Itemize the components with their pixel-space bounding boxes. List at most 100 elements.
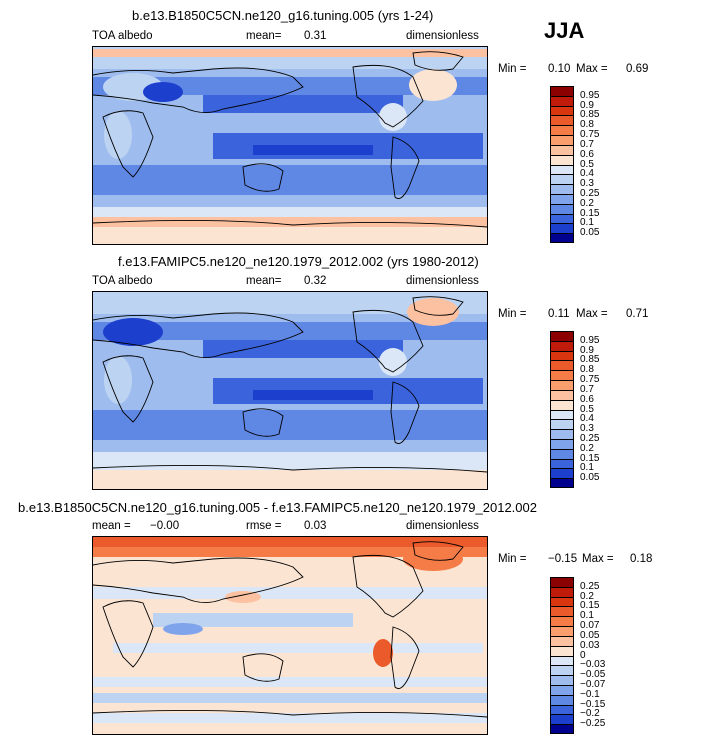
colorbar-label: −0.05 — [580, 669, 606, 681]
colorbar-label: 0.5 — [580, 158, 594, 170]
colorbar-swatches — [550, 331, 574, 488]
colorbar-label: 0.8 — [580, 119, 594, 131]
colorbar-label: 0.1 — [580, 217, 594, 229]
colorbar-label: 0.8 — [580, 364, 594, 376]
panel-3-map-svg — [93, 537, 487, 734]
colorbar-label: −0.2 — [580, 708, 600, 720]
colorbar-swatch — [551, 448, 573, 459]
colorbar-label: 0.95 — [580, 89, 600, 101]
colorbar-swatch — [551, 419, 573, 430]
colorbar-label: 0.2 — [580, 590, 594, 602]
colorbar-swatch — [551, 665, 573, 676]
panel-2-mean-label: mean= — [246, 275, 282, 287]
colorbar-label: −0.03 — [580, 659, 606, 671]
panel-2-units: dimensionless — [406, 275, 479, 287]
panel-3-max-label: Max = — [582, 553, 614, 565]
colorbar-swatch — [551, 360, 573, 371]
colorbar-label: 0.1 — [580, 610, 594, 622]
panel-2-map-svg — [93, 292, 487, 489]
panel-3-rmse-value: 0.03 — [304, 520, 327, 532]
colorbar-label: 0.7 — [580, 383, 594, 395]
colorbar-swatch — [551, 203, 573, 214]
colorbar-swatch — [551, 606, 573, 617]
panel-1-title: b.e13.B1850C5CN.ne120_g16.tuning.005 (yr… — [132, 8, 434, 23]
colorbar-swatch — [551, 340, 573, 351]
panel-1-max-value: 0.69 — [626, 63, 649, 75]
colorbar-label: 0.9 — [580, 344, 594, 356]
season-label: JJA — [544, 18, 585, 43]
colorbar-swatch — [551, 577, 573, 587]
colorbar-swatch — [551, 645, 573, 656]
colorbar-swatch — [551, 389, 573, 400]
panel-1-min-label: Min = — [498, 63, 527, 75]
colorbar-swatch — [551, 115, 573, 126]
colorbar-label: 0.3 — [580, 423, 594, 435]
colorbar-swatch — [551, 233, 573, 243]
colorbar-label: 0 — [580, 649, 586, 661]
colorbar-swatch — [551, 125, 573, 136]
panel-3-max-value: 0.18 — [630, 553, 653, 565]
colorbar-swatch — [551, 714, 573, 725]
colorbar-swatch — [551, 380, 573, 390]
panel-1-mean-value: 0.31 — [304, 30, 327, 42]
colorbar-label: 0.07 — [580, 620, 600, 632]
colorbar-label: 0.4 — [580, 413, 594, 425]
colorbar-swatch — [551, 105, 573, 116]
colorbar-swatch — [551, 154, 573, 165]
panel-3-mean-value: −0.00 — [150, 520, 180, 532]
colorbar-label: 0.25 — [580, 187, 600, 199]
colorbar-label: 0.15 — [580, 600, 600, 612]
panel-3-mean-label: mean = — [92, 520, 131, 532]
colorbar-label: 0.5 — [580, 403, 594, 415]
colorbar-swatch — [551, 164, 573, 175]
colorbar-swatch — [551, 184, 573, 194]
panel-1-max-label: Max = — [576, 63, 608, 75]
colorbar-swatches — [550, 577, 574, 734]
colorbar-label: 0.6 — [580, 148, 594, 160]
colorbar-swatch — [551, 174, 573, 185]
colorbar-swatch — [551, 223, 573, 234]
colorbar-label: 0.15 — [580, 452, 600, 464]
panel-2-variable: TOA albedo — [92, 275, 153, 287]
colorbar-swatch — [551, 655, 573, 666]
colorbar-label: 0.1 — [580, 462, 594, 474]
colorbar-swatch — [551, 616, 573, 627]
colorbar-label: 0.9 — [580, 99, 594, 111]
panel-2-map — [92, 291, 488, 490]
colorbar-label: 0.75 — [580, 129, 600, 141]
colorbar-swatch — [551, 458, 573, 469]
colorbar-swatch — [551, 399, 573, 410]
colorbar-label: 0.05 — [580, 629, 600, 641]
colorbar-swatch — [551, 586, 573, 597]
colorbar-label: 0.05 — [580, 472, 600, 484]
colorbar-swatch — [551, 704, 573, 715]
panel-1-map-svg — [93, 47, 487, 244]
colorbar-swatch — [551, 86, 573, 96]
colorbar-label: 0.85 — [580, 354, 600, 366]
panel-3-rmse-label: rmse = — [246, 520, 282, 532]
colorbar-swatch — [551, 684, 573, 695]
panel-2-mean-value: 0.32 — [304, 275, 327, 287]
colorbar-label: −0.25 — [580, 718, 606, 730]
panel-2-max-value: 0.71 — [626, 308, 649, 320]
panel-1-variable: TOA albedo — [92, 30, 153, 42]
panel-3-title: b.e13.B1850C5CN.ne120_g16.tuning.005 - f… — [18, 500, 537, 515]
panel-3-min-value: −0.15 — [548, 553, 578, 565]
colorbar-swatches — [550, 86, 574, 243]
panel-2-min-value: 0.11 — [548, 308, 570, 320]
colorbar-swatch — [551, 350, 573, 361]
colorbar-label: 0.4 — [580, 168, 594, 180]
colorbar-label: 0.05 — [580, 227, 600, 239]
panel-1-min-value: 0.10 — [548, 63, 571, 75]
colorbar-label: 0.15 — [580, 207, 600, 219]
colorbar-swatch — [551, 331, 573, 341]
panel-1-map — [92, 46, 488, 245]
colorbar-label: 0.25 — [580, 580, 600, 592]
colorbar-swatch — [551, 135, 573, 145]
panel-1-mean-label: mean= — [246, 30, 282, 42]
colorbar-label: 0.3 — [580, 178, 594, 190]
colorbar-swatch — [551, 468, 573, 479]
colorbar-label: −0.15 — [580, 698, 606, 710]
panel-2-max-label: Max = — [576, 308, 608, 320]
colorbar-swatch — [551, 626, 573, 636]
